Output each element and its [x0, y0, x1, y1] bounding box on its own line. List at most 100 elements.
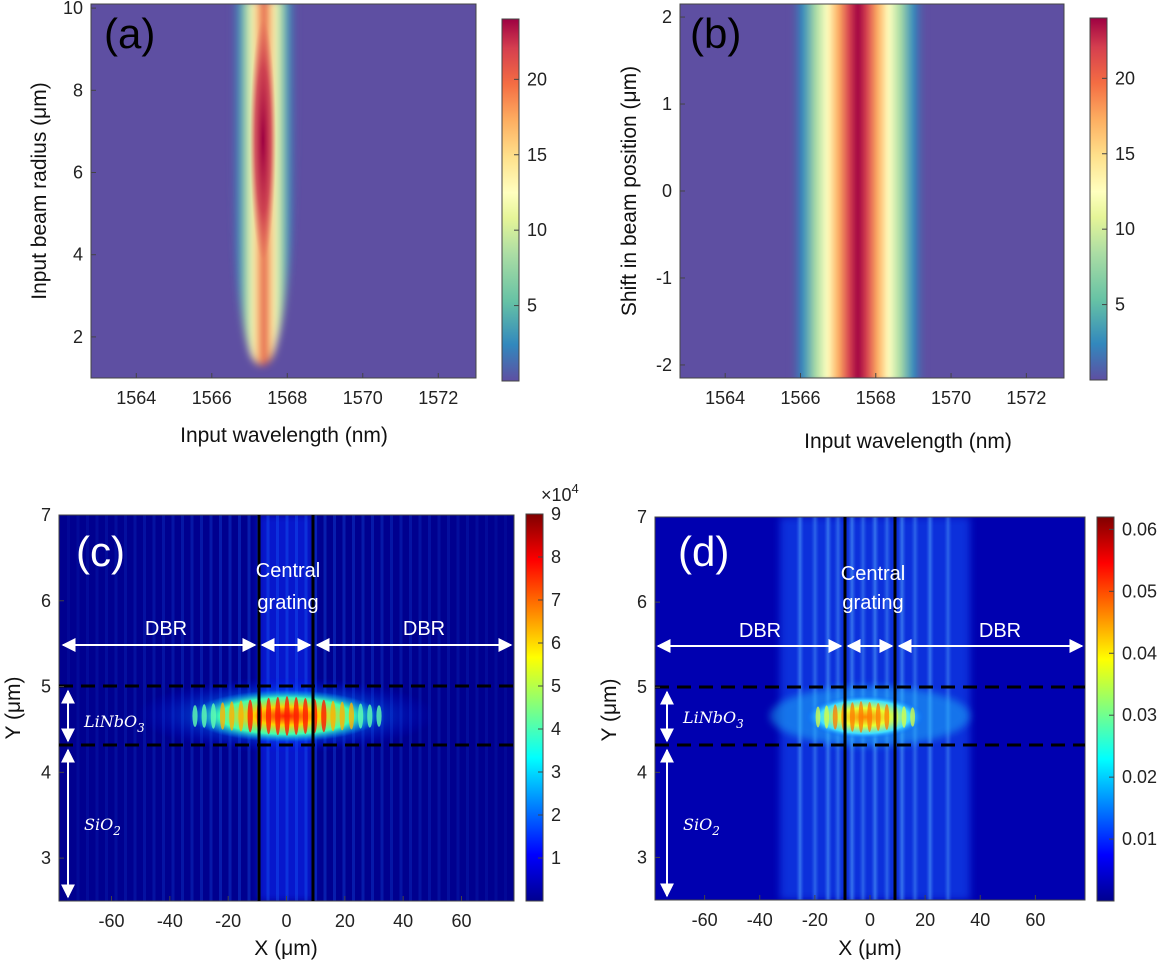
xtick-label: 40: [970, 910, 990, 930]
colorbar-tick-label: 5: [551, 676, 561, 696]
xtick-label: 1572: [1006, 388, 1046, 408]
standing-wave-lobe: [238, 700, 244, 732]
fringe-line: [456, 515, 460, 901]
standing-wave-lobe: [875, 703, 881, 731]
ytick-label: 0: [662, 181, 672, 201]
dbr-left-label-c: DBR: [145, 618, 187, 640]
standing-wave-lobe: [376, 705, 382, 727]
panel-label-a: (a): [104, 10, 155, 57]
xtick-label: 60: [451, 911, 471, 931]
xlabel-c: X (μm): [254, 937, 317, 960]
standing-wave-lobe: [824, 705, 829, 729]
ytick-label: 4: [41, 762, 51, 782]
fringe-line: [124, 515, 127, 901]
standing-wave-lobe: [330, 700, 336, 732]
standing-wave-lobe: [201, 704, 207, 728]
colorbar-tick-label: 20: [1115, 68, 1135, 88]
panel-label-b: (b): [690, 10, 741, 57]
standing-wave-lobe: [220, 702, 226, 730]
xtick-label: 1566: [192, 388, 232, 408]
colorbar-tick-label: 0.01: [1122, 829, 1157, 849]
ytick-label: 5: [41, 677, 51, 697]
colorbar-tick-label: 6: [551, 633, 561, 653]
fringe-line: [133, 515, 137, 901]
ytick-label: 3: [637, 847, 647, 867]
xtick-label: -20: [802, 910, 828, 930]
colorbar-tick-label: 7: [551, 590, 561, 610]
ytick-label: 4: [73, 245, 83, 265]
standing-wave-lobe: [901, 706, 907, 728]
fringe-line: [475, 515, 479, 901]
xtick-label: 1564: [705, 388, 745, 408]
xlabel-b: Input wavelength (nm): [804, 430, 1012, 453]
colorbar-tick-label: 5: [527, 296, 537, 316]
colorbar-c-multiplier: ×104: [541, 481, 579, 505]
ytick-label: 2: [662, 7, 672, 27]
xtick-label: -60: [692, 910, 718, 930]
xtick-label: 20: [335, 911, 355, 931]
axes-c: -60 -40 -20 0 20 40 60 3 4 5 6 7: [41, 505, 472, 931]
ytick-label: 1: [662, 94, 672, 114]
dbr-right-label-c: DBR: [403, 618, 445, 640]
standing-wave-lobe: [229, 701, 235, 731]
standing-wave-lobe: [302, 697, 308, 735]
colorbar-tick-label: 20: [527, 69, 547, 89]
colorbar-tick-label: 0.04: [1122, 643, 1157, 663]
standing-wave-lobe: [884, 704, 890, 730]
colorbar-tick-label: 8: [551, 547, 561, 567]
xtick-label: 1566: [780, 388, 820, 408]
ytick-label: 7: [637, 507, 647, 527]
central-label-c: Central: [256, 560, 320, 582]
fringe-line: [485, 515, 488, 901]
colorbar-b: [1089, 17, 1108, 381]
standing-wave-lobe: [284, 696, 290, 736]
xtick-label: 60: [1025, 910, 1045, 930]
standing-wave-lobe: [832, 704, 838, 730]
ytick-label: 10: [63, 0, 83, 18]
film-label-d: LiNbO3: [682, 708, 744, 731]
standing-wave-lobe: [858, 701, 864, 733]
fringe-line: [86, 515, 89, 901]
ytick-label: 7: [41, 505, 51, 525]
colorbar-tick-label: 0.05: [1122, 581, 1157, 601]
substrate-label-c: SiO2: [84, 815, 121, 838]
standing-wave-lobe: [358, 703, 364, 729]
panel-label-c: (c): [76, 528, 125, 575]
xlabel-a: Input wavelength (nm): [180, 424, 388, 447]
standing-wave-lobe: [348, 702, 354, 730]
colorbar-c: [525, 513, 544, 902]
fringe-line: [494, 515, 498, 901]
standing-wave-lobe: [192, 705, 198, 727]
xtick-label: 1570: [343, 388, 383, 408]
ytick-label: 4: [637, 762, 647, 782]
xtick-label: 1568: [267, 388, 307, 408]
film-label-c: LiNbO3: [83, 712, 145, 735]
colorbar-d-ticks: 0.01 0.02 0.03 0.04 0.05 0.06: [1109, 519, 1157, 849]
heatmap-a-peak: [250, 20, 276, 260]
heatmap-c-standing-wave: [192, 696, 382, 736]
xtick-label: 40: [393, 911, 413, 931]
standing-wave-lobe: [293, 697, 299, 735]
colorbar-tick-label: 15: [1115, 144, 1135, 164]
panel-label-d: (d): [678, 528, 729, 575]
grating-label-d: grating: [842, 592, 903, 614]
xtick-label: -40: [157, 911, 183, 931]
fringe-line: [95, 515, 99, 901]
colorbar-tick-label: 0.02: [1122, 767, 1157, 787]
ylabel-a: Input beam radius (μm): [28, 82, 51, 300]
standing-wave-lobe: [850, 702, 855, 732]
heatmap-d-field-core: [805, 695, 925, 739]
panel-a: 1564 1566 1568 1570 1572 2 4 6 8 10 (a) 5 10 15 20 I…: [28, 0, 547, 447]
panel-d: DBR Central grating DBR LiNbO3 SiO2 -60-…: [598, 507, 1157, 960]
colorbar-tick-label: 3: [551, 762, 561, 782]
xtick-label: 1570: [931, 388, 971, 408]
colorbar-tick-label: 0.06: [1122, 519, 1157, 539]
standing-wave-lobe: [339, 701, 345, 731]
xtick-label: -60: [98, 911, 124, 931]
dbr-left-label-d: DBR: [739, 620, 781, 642]
ylabel-d: Y (μm): [598, 678, 621, 741]
xlabel-d: X (μm): [838, 937, 901, 960]
axes-a: 1564 1566 1568 1570 1572 2 4 6 8 10: [63, 0, 458, 408]
dbr-right-label-d: DBR: [979, 620, 1021, 642]
ytick-label: 6: [41, 591, 51, 611]
